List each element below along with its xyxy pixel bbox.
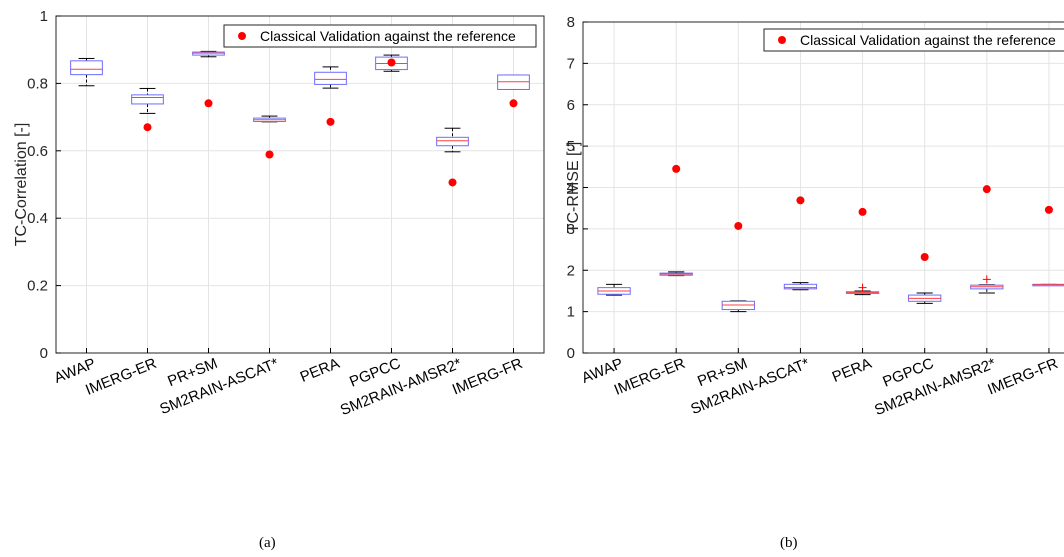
classical-validation-point bbox=[509, 99, 518, 108]
box-0 bbox=[70, 57, 103, 87]
box-body bbox=[70, 60, 103, 76]
y-axis-label: TC-RMSE [-] bbox=[565, 142, 582, 234]
box-2 bbox=[721, 300, 755, 313]
y-tick-label: 4 bbox=[567, 180, 575, 197]
box-7 bbox=[1032, 283, 1064, 287]
x-tick-label: IMERG-FR bbox=[985, 355, 1060, 399]
x-tick-label: IMERG-ER bbox=[83, 355, 159, 399]
box-3 bbox=[783, 282, 818, 291]
caption-b: (b) bbox=[780, 535, 798, 551]
box-body bbox=[497, 74, 530, 90]
classical-validation-point bbox=[920, 253, 929, 262]
outlier-marker bbox=[858, 283, 867, 292]
y-tick-label: 5 bbox=[567, 138, 575, 155]
classical-validation-point bbox=[982, 185, 991, 194]
legend: Classical Validation against the referen… bbox=[763, 28, 1064, 52]
legend-box bbox=[223, 24, 537, 48]
y-tick-label: 3 bbox=[567, 221, 575, 238]
legend: Classical Validation against the referen… bbox=[223, 24, 537, 48]
box-0 bbox=[597, 283, 631, 296]
box-4 bbox=[845, 290, 880, 296]
box-body bbox=[436, 136, 469, 147]
y-tick-label: 1 bbox=[40, 8, 48, 25]
y-tick-label: 0.2 bbox=[27, 278, 48, 295]
box-6 bbox=[436, 127, 469, 153]
classical-validation-point bbox=[796, 196, 805, 205]
y-tick-label: 0 bbox=[40, 345, 48, 362]
legend-marker bbox=[778, 36, 786, 44]
plot-frame bbox=[55, 15, 545, 354]
caption-a: (a) bbox=[259, 535, 276, 551]
box-4 bbox=[314, 66, 347, 89]
classical-validation-point bbox=[1044, 205, 1053, 214]
box-7 bbox=[497, 74, 530, 90]
classical-validation-point bbox=[734, 221, 743, 230]
y-tick-label: 1 bbox=[567, 304, 575, 321]
x-tick-label: IMERG-FR bbox=[450, 355, 525, 399]
box-5 bbox=[908, 292, 942, 304]
classical-validation-point bbox=[448, 178, 457, 187]
box-1 bbox=[659, 271, 693, 277]
box-body bbox=[314, 71, 347, 85]
legend-label: Classical Validation against the referen… bbox=[800, 32, 1056, 48]
classical-validation-point bbox=[204, 99, 213, 108]
classical-validation-point bbox=[858, 207, 867, 216]
x-tick-label: IMERG-ER bbox=[612, 355, 688, 399]
classical-validation-point bbox=[265, 150, 274, 159]
y-tick-label: 2 bbox=[567, 262, 575, 279]
y-tick-label: 7 bbox=[567, 55, 575, 72]
y-tick-label: 0.6 bbox=[27, 143, 48, 160]
classical-validation-point bbox=[326, 117, 335, 126]
classical-validation-point bbox=[672, 164, 681, 173]
y-tick-label: 0.8 bbox=[27, 75, 48, 92]
classical-validation-point bbox=[387, 58, 396, 67]
box-body bbox=[192, 51, 225, 56]
legend-label: Classical Validation against the referen… bbox=[260, 28, 516, 44]
box-6 bbox=[970, 284, 1004, 294]
box-3 bbox=[253, 115, 286, 123]
y-tick-label: 8 bbox=[567, 14, 575, 31]
box-body bbox=[131, 94, 164, 105]
legend-box bbox=[763, 28, 1064, 52]
box-1 bbox=[131, 87, 164, 114]
classical-validation-point bbox=[143, 123, 152, 132]
x-tick-label: PERA bbox=[298, 355, 342, 386]
y-tick-label: 6 bbox=[567, 97, 575, 114]
y-axis-label: TC-Correlation [-] bbox=[13, 123, 30, 247]
y-tick-label: 0.4 bbox=[27, 210, 48, 227]
box-body bbox=[783, 283, 818, 290]
outlier-marker bbox=[982, 275, 991, 284]
x-tick-label: PERA bbox=[830, 355, 874, 386]
legend-marker bbox=[238, 32, 246, 40]
y-tick-label: 0 bbox=[567, 345, 575, 362]
box-2 bbox=[192, 50, 225, 58]
